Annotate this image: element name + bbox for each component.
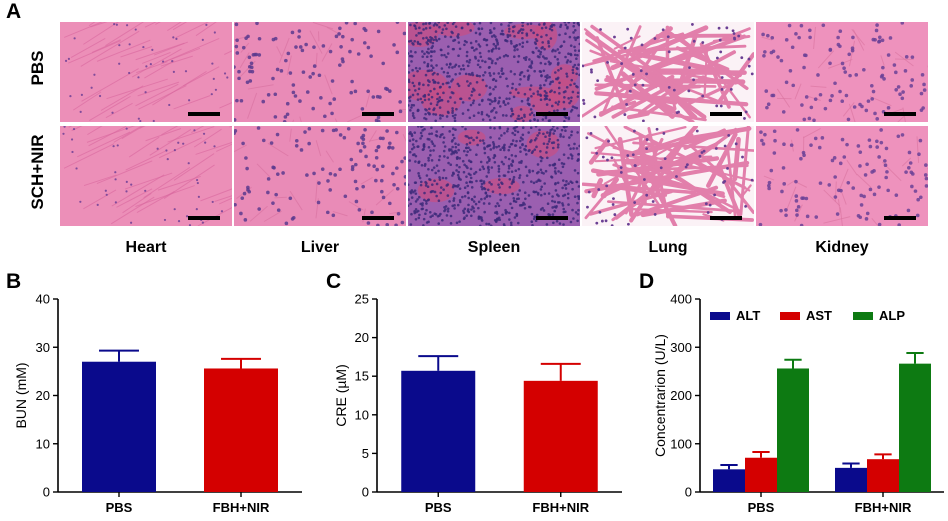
bar	[204, 368, 278, 492]
y-tick-label: 10	[36, 436, 50, 451]
column-label-kidney: Kidney	[815, 239, 869, 256]
scale-bar	[188, 216, 220, 220]
scale-bar	[710, 216, 742, 220]
histology-image-kidney-sch-nir	[756, 126, 928, 226]
histology-image-liver-pbs	[234, 22, 406, 122]
y-tick-label: 15	[355, 369, 369, 384]
x-tick-label: PBS	[106, 500, 133, 515]
x-tick-label: FBH+NIR	[532, 500, 589, 515]
bun-bar-chart: 0 10 20 30 40 BUN (mM) PBS FBH+NIR	[13, 292, 302, 515]
legend-label: ALP	[879, 308, 905, 323]
scale-bar	[536, 112, 568, 116]
scale-bar	[536, 216, 568, 220]
y-tick-label: 20	[36, 388, 50, 403]
bar	[713, 469, 745, 492]
y-tick-label: 30	[36, 340, 50, 355]
y-tick-label: 40	[36, 292, 50, 307]
y-axis-label: BUN (mM)	[13, 362, 29, 428]
histology-image-lung-sch-nir	[582, 126, 754, 226]
histology-image-heart-sch-nir	[60, 126, 232, 226]
x-tick-label: PBS	[425, 500, 452, 515]
y-tick-label: 5	[362, 446, 369, 461]
y-tick-label: 0	[43, 485, 50, 500]
liver-enzyme-grouped-bar-chart: 0 100 200 300 400 Concentrarion (U/L) PBS FBH+N…	[652, 292, 944, 515]
y-tick-label: 20	[355, 330, 369, 345]
column-label-lung: Lung	[648, 239, 688, 256]
panel-label-d: D	[639, 270, 655, 293]
histology-image-spleen-sch-nir	[408, 126, 580, 226]
scale-bar	[362, 112, 394, 116]
histology-image-spleen-pbs	[408, 22, 580, 122]
scale-bar	[884, 216, 916, 220]
bar	[899, 363, 931, 492]
y-axis-label: CRE (µM)	[333, 364, 349, 427]
y-tick-label: 300	[670, 340, 692, 355]
legend-swatch	[710, 312, 730, 320]
y-tick-label: 25	[355, 292, 369, 307]
scale-bar	[188, 112, 220, 116]
legend-swatch	[853, 312, 873, 320]
column-label-heart: Heart	[125, 239, 167, 256]
bar	[82, 361, 156, 492]
legend-label: ALT	[736, 308, 760, 323]
histology-image-liver-sch-nir	[234, 126, 406, 226]
bar	[401, 370, 476, 492]
legend-swatch	[780, 312, 800, 320]
y-tick-label: 0	[362, 485, 369, 500]
scale-bar	[884, 112, 916, 116]
x-tick-label: PBS	[748, 500, 775, 515]
y-tick-label: 10	[355, 407, 369, 422]
scale-bar	[710, 112, 742, 116]
bar	[745, 457, 777, 492]
panel-label-c: C	[326, 270, 342, 293]
x-tick-label: FBH+NIR	[213, 500, 270, 515]
panel-label-b: B	[6, 270, 22, 293]
y-axis-label: Concentrarion (U/L)	[652, 334, 668, 457]
y-tick-label: 0	[685, 485, 692, 500]
row-label-sch-nir: SCH+NIR	[28, 134, 47, 210]
y-tick-label: 100	[670, 436, 692, 451]
y-tick-label: 200	[670, 388, 692, 403]
bar	[523, 380, 598, 492]
panel-label-a: A	[6, 0, 22, 23]
histology-image-kidney-pbs	[756, 22, 928, 122]
scale-bar	[362, 216, 394, 220]
column-label-spleen: Spleen	[467, 239, 521, 256]
y-tick-label: 400	[670, 292, 692, 307]
histology-image-heart-pbs	[60, 22, 232, 122]
bar	[835, 467, 867, 492]
bar	[867, 459, 899, 492]
cre-bar-chart: 0 5 10 15 20 25 CRE (µM) PBS FBH+NIR	[333, 292, 622, 515]
bar	[777, 368, 809, 492]
x-tick-label: FBH+NIR	[855, 500, 912, 515]
histology-image-lung-pbs	[582, 22, 754, 122]
column-label-liver: Liver	[300, 239, 340, 256]
row-label-pbs: PBS	[28, 50, 47, 86]
legend-label: AST	[806, 308, 832, 323]
